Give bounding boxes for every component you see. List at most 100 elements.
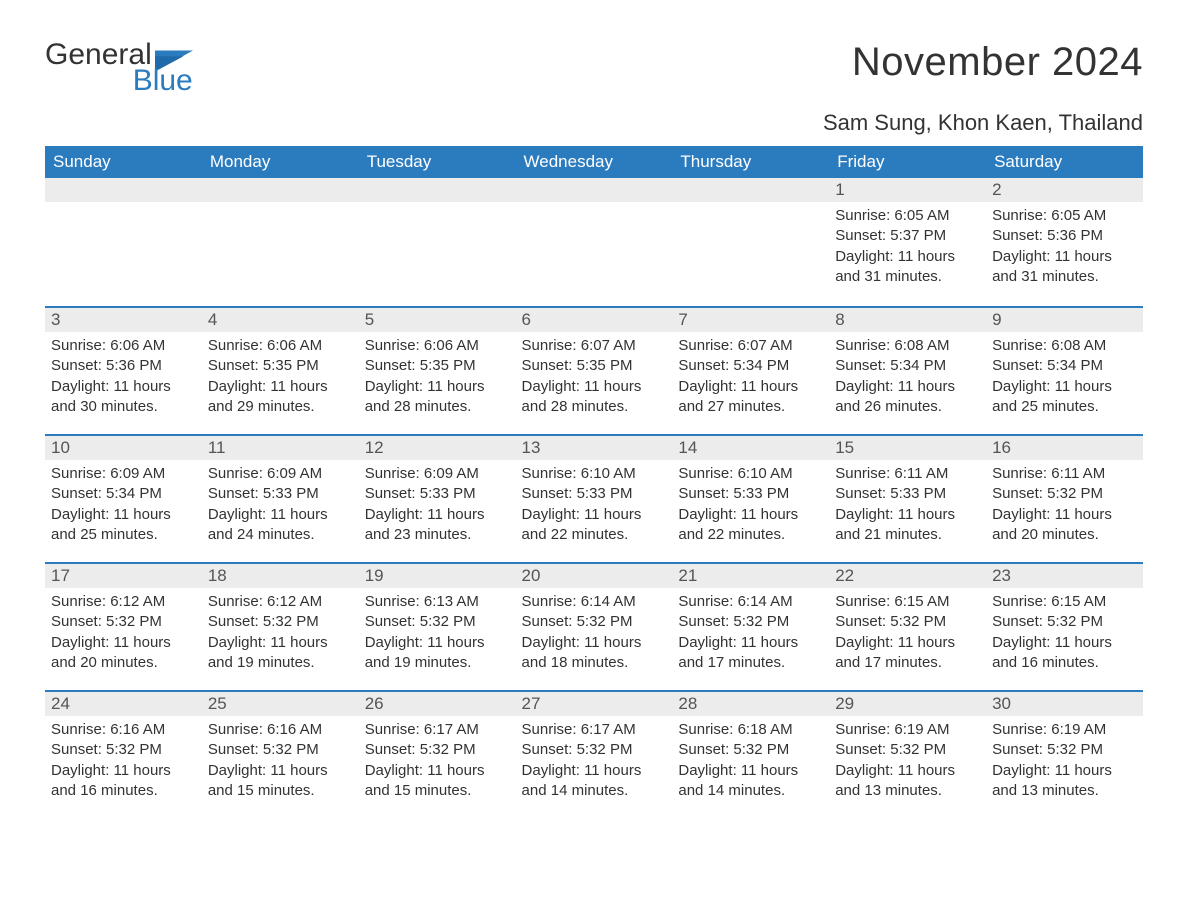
sunrise-line: Sunrise: 6:17 AM: [365, 720, 510, 740]
day-number: 22: [829, 562, 986, 588]
weekday-header: Tuesday: [359, 146, 516, 178]
sunrise-line-label: Sunrise:: [365, 721, 424, 738]
daylight-line-label: Daylight:: [835, 634, 898, 651]
sunrise-line-label: Sunrise:: [992, 207, 1051, 224]
day-details: Sunrise: 6:17 AMSunset: 5:32 PMDaylight:…: [359, 716, 516, 809]
sunset-line: Sunset: 5:36 PM: [51, 356, 196, 376]
weekday-header: Wednesday: [516, 146, 673, 178]
empty-day-strip: [516, 178, 673, 202]
calendar-day-cell: 6Sunrise: 6:07 AMSunset: 5:35 PMDaylight…: [516, 306, 673, 434]
sunset-line: Sunset: 5:32 PM: [835, 740, 980, 760]
daylight-line: Daylight: 11 hours and 22 minutes.: [678, 505, 823, 546]
sunrise-line-label: Sunrise:: [522, 593, 581, 610]
sunrise-line: Sunrise: 6:15 AM: [835, 592, 980, 612]
day-number: 11: [202, 434, 359, 460]
sunset-line-label: Sunset:: [522, 357, 577, 374]
sunset-line-label: Sunset:: [835, 485, 890, 502]
calendar-empty-cell: [672, 178, 829, 306]
daylight-line: Daylight: 11 hours and 26 minutes.: [835, 377, 980, 418]
day-details: Sunrise: 6:07 AMSunset: 5:34 PMDaylight:…: [672, 332, 829, 425]
daylight-line-label: Daylight:: [208, 506, 271, 523]
daylight-line-label: Daylight:: [835, 248, 898, 265]
daylight-line: Daylight: 11 hours and 22 minutes.: [522, 505, 667, 546]
sunrise-line-value: 6:06 AM: [110, 337, 165, 354]
sunrise-line: Sunrise: 6:08 AM: [835, 336, 980, 356]
sunset-line-value: 5:32 PM: [577, 613, 633, 630]
sunrise-line-label: Sunrise:: [208, 721, 267, 738]
day-number: 6: [516, 306, 673, 332]
daylight-line: Daylight: 11 hours and 27 minutes.: [678, 377, 823, 418]
daylight-line: Daylight: 11 hours and 16 minutes.: [992, 633, 1137, 674]
day-number: 20: [516, 562, 673, 588]
calendar-day-cell: 25Sunrise: 6:16 AMSunset: 5:32 PMDayligh…: [202, 690, 359, 818]
day-number: 3: [45, 306, 202, 332]
sunrise-line: Sunrise: 6:06 AM: [51, 336, 196, 356]
empty-day-strip: [359, 178, 516, 202]
weekday-header: Saturday: [986, 146, 1143, 178]
sunset-line-label: Sunset:: [522, 613, 577, 630]
calendar-day-cell: 11Sunrise: 6:09 AMSunset: 5:33 PMDayligh…: [202, 434, 359, 562]
day-number: 19: [359, 562, 516, 588]
daylight-line: Daylight: 11 hours and 23 minutes.: [365, 505, 510, 546]
sunset-line-label: Sunset:: [208, 613, 263, 630]
day-details: Sunrise: 6:13 AMSunset: 5:32 PMDaylight:…: [359, 588, 516, 681]
sunrise-line-label: Sunrise:: [51, 337, 110, 354]
sunset-line: Sunset: 5:34 PM: [992, 356, 1137, 376]
sunset-line-label: Sunset:: [835, 357, 890, 374]
sunrise-line-label: Sunrise:: [835, 207, 894, 224]
sunrise-line-value: 6:15 AM: [1051, 593, 1106, 610]
day-details: Sunrise: 6:15 AMSunset: 5:32 PM Daylight:…: [829, 588, 986, 681]
calendar-day-cell: 5Sunrise: 6:06 AMSunset: 5:35 PMDaylight…: [359, 306, 516, 434]
sunrise-line: Sunrise: 6:19 AM: [992, 720, 1137, 740]
day-details: Sunrise: 6:12 AMSunset: 5:32 PMDaylight:…: [202, 588, 359, 681]
sunset-line: Sunset: 5:32 PM: [678, 740, 823, 760]
day-details: Sunrise: 6:05 AMSunset: 5:37 PMDaylight:…: [829, 202, 986, 295]
calendar-day-cell: 19Sunrise: 6:13 AMSunset: 5:32 PMDayligh…: [359, 562, 516, 690]
day-number: 27: [516, 690, 673, 716]
sunset-line-value: 5:32 PM: [106, 741, 162, 758]
sunrise-line: Sunrise: 6:10 AM: [522, 464, 667, 484]
daylight-line: Daylight: 11 hours and 13 minutes.: [835, 761, 980, 802]
sunrise-line: Sunrise: 6:18 AM: [678, 720, 823, 740]
sunrise-line-value: 6:16 AM: [110, 721, 165, 738]
sunset-line: Sunset: 5:32 PM: [208, 612, 353, 632]
calendar-day-cell: 15Sunrise: 6:11 AMSunset: 5:33 PMDayligh…: [829, 434, 986, 562]
daylight-line-label: Daylight:: [678, 634, 741, 651]
sunrise-line-value: 6:06 AM: [267, 337, 322, 354]
sunrise-line-label: Sunrise:: [992, 465, 1051, 482]
sunrise-line-value: 6:11 AM: [1051, 465, 1105, 482]
weekday-header: Thursday: [672, 146, 829, 178]
sunrise-line-label: Sunrise:: [208, 593, 267, 610]
daylight-line-label: Daylight:: [522, 378, 585, 395]
sunset-line-label: Sunset:: [992, 227, 1047, 244]
daylight-line-label: Daylight:: [51, 506, 114, 523]
sunset-line: Sunset: 5:33 PM: [208, 484, 353, 504]
daylight-line-label: Daylight:: [835, 378, 898, 395]
day-details: Sunrise: 6:08 AMSunset: 5:34 PMDaylight:…: [829, 332, 986, 425]
sunrise-line-value: 6:06 AM: [424, 337, 479, 354]
sunrise-line-value: 6:07 AM: [738, 337, 793, 354]
sunset-line-label: Sunset:: [365, 485, 420, 502]
page-header: General Blue November 2024: [45, 40, 1143, 96]
sunset-line: Sunset: 5:32 PM: [835, 612, 980, 632]
day-details: Sunrise: 6:12 AMSunset: 5:32 PMDaylight:…: [45, 588, 202, 681]
day-details: Sunrise: 6:16 AMSunset: 5:32 PMDaylight:…: [45, 716, 202, 809]
sunset-line-label: Sunset:: [51, 357, 106, 374]
sunrise-line: Sunrise: 6:05 AM: [992, 206, 1137, 226]
sunrise-line-value: 6:05 AM: [1051, 207, 1106, 224]
sunrise-line-value: 6:18 AM: [738, 721, 793, 738]
day-number: 12: [359, 434, 516, 460]
sunrise-line: Sunrise: 6:11 AM: [992, 464, 1137, 484]
day-details: Sunrise: 6:11 AMSunset: 5:32 PMDaylight:…: [986, 460, 1143, 553]
sunset-line: Sunset: 5:37 PM: [835, 226, 980, 246]
daylight-line: Daylight: 11 hours and 28 minutes.: [522, 377, 667, 418]
calendar-day-cell: 13Sunrise: 6:10 AMSunset: 5:33 PMDayligh…: [516, 434, 673, 562]
sunset-line: Sunset: 5:32 PM: [992, 740, 1137, 760]
sunrise-line-value: 6:14 AM: [581, 593, 636, 610]
sunset-line-value: 5:33 PM: [733, 485, 789, 502]
day-details: Sunrise: 6:10 AMSunset: 5:33 PMDaylight:…: [516, 460, 673, 553]
day-number: 10: [45, 434, 202, 460]
day-details: Sunrise: 6:10 AMSunset: 5:33 PMDaylight:…: [672, 460, 829, 553]
sunset-line-value: 5:33 PM: [263, 485, 319, 502]
sunrise-line-label: Sunrise:: [678, 721, 737, 738]
